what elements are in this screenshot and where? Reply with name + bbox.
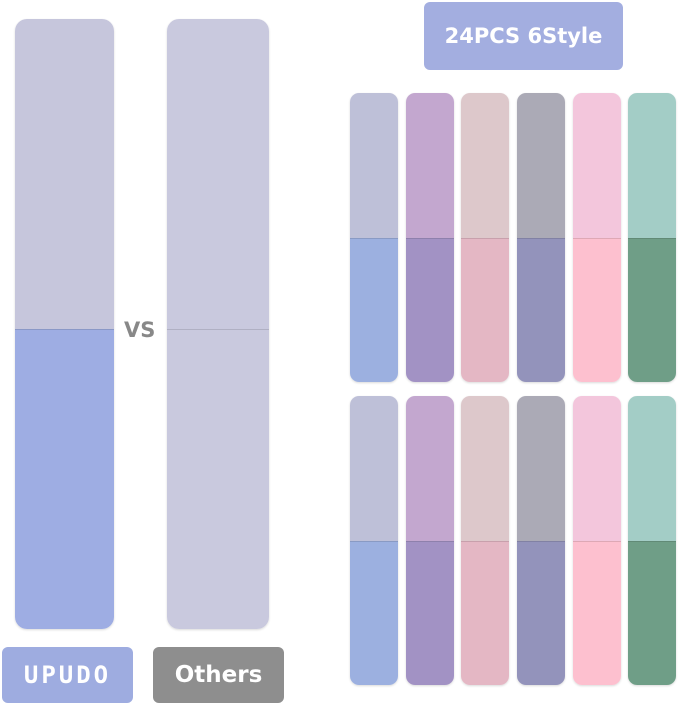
strip-top-half xyxy=(406,396,454,542)
strip-top-half xyxy=(628,93,676,239)
upudo-label: UPUDO xyxy=(2,647,133,703)
strip-bottom-half xyxy=(461,238,509,382)
style-strip xyxy=(628,396,676,685)
style-strip xyxy=(350,93,398,382)
pack-count-badge: 24PCS 6Style xyxy=(424,2,623,70)
style-strip xyxy=(517,396,565,685)
style-strip xyxy=(628,93,676,382)
strip-top-half xyxy=(461,396,509,542)
strip-bottom-half xyxy=(461,541,509,685)
others-label: Others xyxy=(153,647,284,703)
strip-bottom-half xyxy=(15,329,114,629)
vs-text: VS xyxy=(124,318,156,342)
strip-bottom-half xyxy=(628,238,676,382)
strip-bottom-half xyxy=(573,541,621,685)
strip-bottom-half xyxy=(350,541,398,685)
others-strip xyxy=(167,19,269,629)
strip-top-half xyxy=(628,396,676,542)
style-strip xyxy=(406,93,454,382)
style-strip xyxy=(461,396,509,685)
strip-top-half xyxy=(517,396,565,542)
style-strip xyxy=(406,396,454,685)
strip-bottom-half xyxy=(350,238,398,382)
style-strip xyxy=(350,396,398,685)
strip-bottom-half xyxy=(517,238,565,382)
upudo-strip xyxy=(15,19,114,629)
strip-bottom-half xyxy=(406,238,454,382)
strip-top-half xyxy=(350,93,398,239)
strip-top-half xyxy=(406,93,454,239)
strip-top-half xyxy=(517,93,565,239)
strip-bottom-half xyxy=(167,329,269,629)
strip-bottom-half xyxy=(573,238,621,382)
strip-top-half xyxy=(461,93,509,239)
strip-top-half xyxy=(167,19,269,330)
style-strip xyxy=(517,93,565,382)
style-strip xyxy=(461,93,509,382)
strip-top-half xyxy=(350,396,398,542)
style-strip xyxy=(573,93,621,382)
strip-bottom-half xyxy=(628,541,676,685)
strip-bottom-half xyxy=(406,541,454,685)
strip-top-half xyxy=(15,19,114,330)
strip-top-half xyxy=(573,396,621,542)
style-strip xyxy=(573,396,621,685)
strip-top-half xyxy=(573,93,621,239)
strip-bottom-half xyxy=(517,541,565,685)
